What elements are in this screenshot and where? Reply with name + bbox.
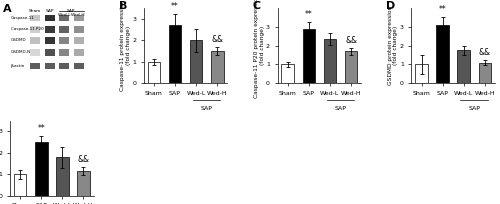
Bar: [478, 63, 491, 83]
Text: Wed-L: Wed-L: [58, 13, 71, 17]
Bar: [60, 14, 70, 21]
Text: SAP: SAP: [67, 9, 76, 13]
Y-axis label: Caspase-11 protein expression
(fold change): Caspase-11 protein expression (fold chan…: [120, 0, 131, 91]
Bar: [45, 37, 55, 44]
Text: SAP: SAP: [46, 9, 54, 13]
Bar: [30, 49, 40, 56]
Text: A: A: [4, 4, 12, 14]
Bar: [458, 50, 470, 83]
Text: SAP: SAP: [334, 106, 346, 111]
Bar: [211, 51, 224, 83]
Bar: [30, 37, 40, 44]
Bar: [168, 25, 181, 83]
Bar: [74, 63, 84, 69]
Text: SAP: SAP: [200, 106, 212, 111]
Text: GSDMD-N: GSDMD-N: [11, 50, 31, 54]
Bar: [148, 62, 160, 83]
Bar: [56, 157, 68, 196]
Text: Caspase-11: Caspase-11: [11, 16, 34, 20]
Bar: [74, 14, 84, 21]
Bar: [77, 171, 90, 196]
Bar: [302, 29, 315, 83]
Bar: [30, 14, 40, 21]
Bar: [60, 63, 70, 69]
Bar: [60, 49, 70, 56]
Bar: [74, 49, 84, 56]
Text: **: **: [171, 1, 179, 11]
Text: B: B: [118, 1, 127, 11]
Bar: [45, 49, 55, 56]
Text: C: C: [252, 1, 260, 11]
Text: &&: &&: [78, 155, 90, 164]
Bar: [74, 37, 84, 44]
Bar: [282, 64, 294, 83]
Bar: [35, 142, 48, 196]
Bar: [45, 63, 55, 69]
Bar: [14, 174, 26, 196]
Bar: [324, 39, 336, 83]
Text: **: **: [38, 124, 45, 133]
Text: SAP: SAP: [468, 106, 480, 111]
Bar: [436, 25, 449, 83]
Text: Sham: Sham: [29, 9, 41, 13]
Text: Caspase-11 P20: Caspase-11 P20: [11, 27, 44, 31]
Text: D: D: [386, 1, 396, 11]
Text: β-actin: β-actin: [11, 64, 25, 68]
Bar: [30, 63, 40, 69]
Text: Wed-H: Wed-H: [72, 13, 86, 17]
Y-axis label: Caspase-11 P20 protein expression
(fold change): Caspase-11 P20 protein expression (fold …: [254, 0, 264, 98]
Bar: [415, 64, 428, 83]
Bar: [30, 26, 40, 33]
Bar: [45, 26, 55, 33]
Text: GSDMD: GSDMD: [11, 38, 26, 42]
Text: **: **: [305, 10, 312, 19]
Text: &&: &&: [345, 35, 357, 44]
Bar: [45, 14, 55, 21]
Bar: [60, 37, 70, 44]
Bar: [344, 51, 358, 83]
Y-axis label: GSDMD protein expression
(fold change): GSDMD protein expression (fold change): [388, 6, 398, 85]
Bar: [74, 26, 84, 33]
Bar: [60, 26, 70, 33]
Text: **: **: [439, 5, 446, 14]
Text: &&: &&: [479, 48, 491, 57]
Bar: [190, 40, 202, 83]
Text: &&: &&: [212, 35, 224, 44]
